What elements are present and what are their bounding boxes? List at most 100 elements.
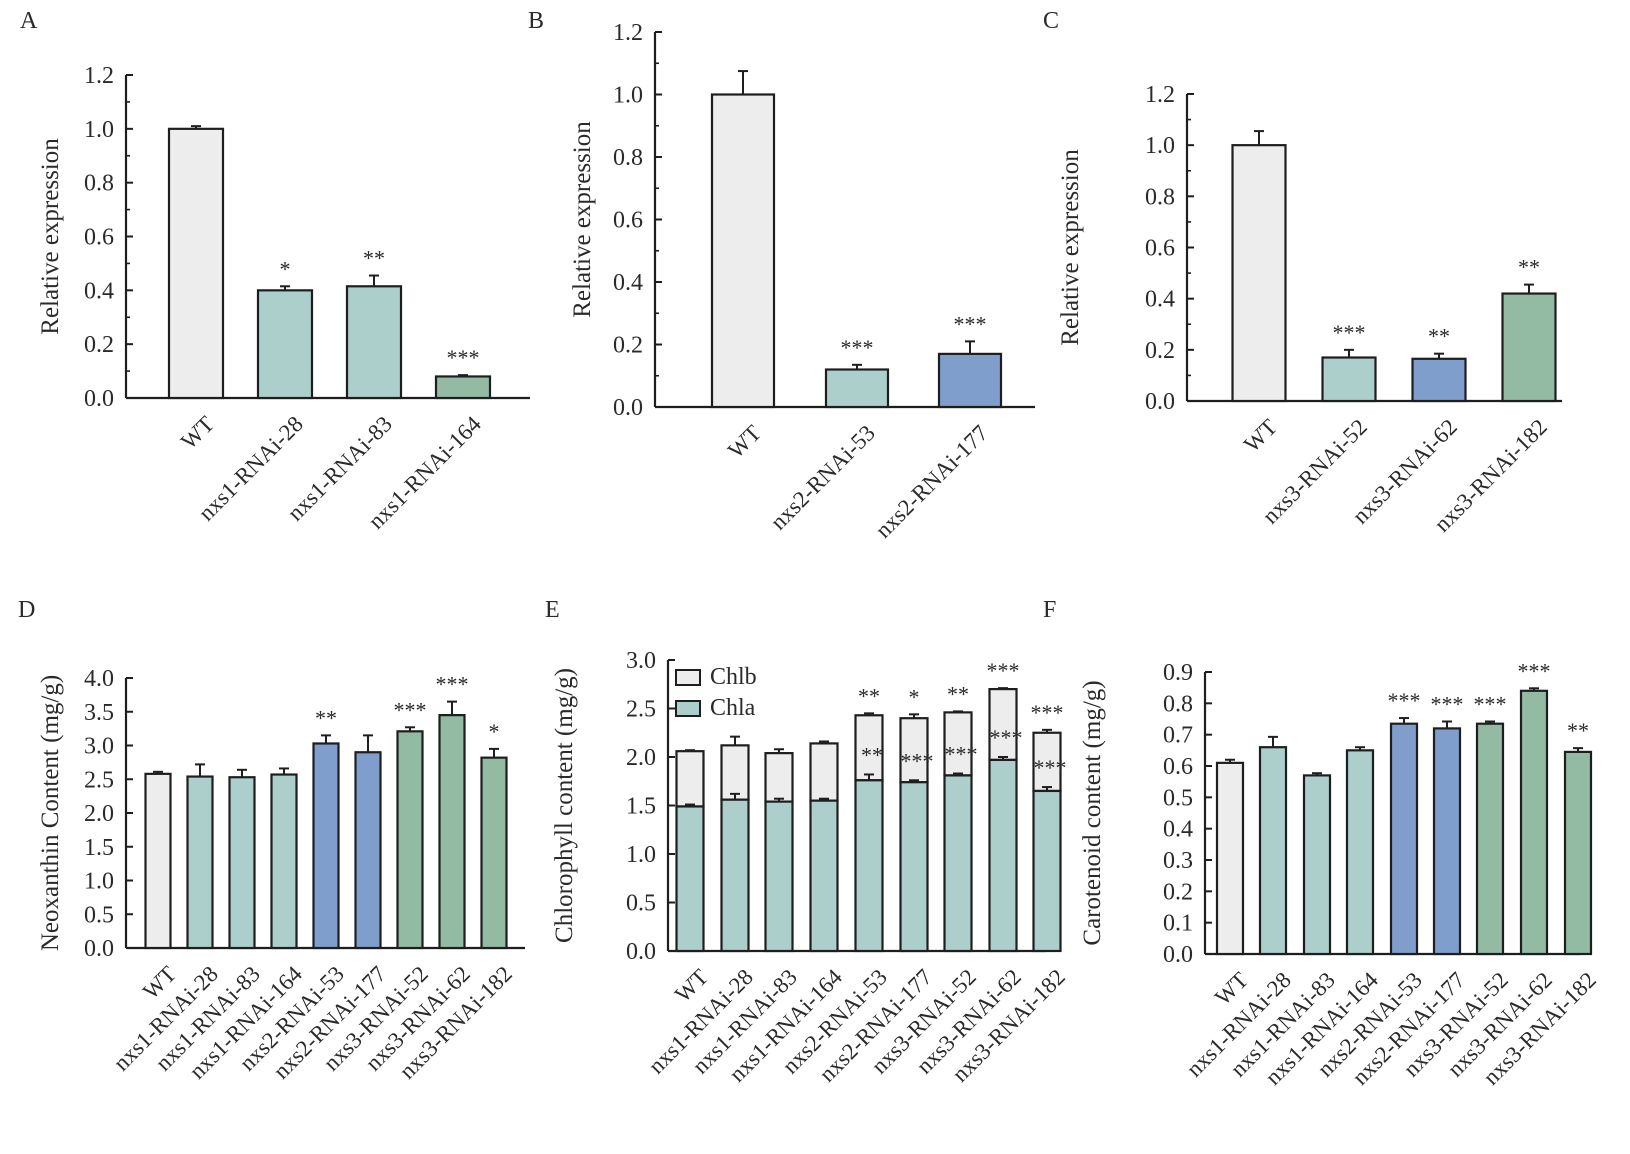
y-tick-label: 0.2 — [613, 333, 643, 359]
bar-segment-chla — [854, 779, 884, 953]
legend-item: Chlb — [675, 664, 757, 690]
y-axis-title: Relative expression — [569, 121, 596, 318]
significance-marker-total: *** — [987, 658, 1020, 683]
bar — [1345, 749, 1375, 956]
significance-marker-total: * — [909, 684, 920, 709]
y-tick-label: 1.0 — [84, 117, 114, 143]
panel-a: A 0.0 0.2 0.4 0.6 0.8 1.0 1.2 Relative expressio… — [20, 8, 530, 534]
bar — [438, 714, 466, 950]
significance-marker: *** — [1518, 658, 1551, 683]
significance-marker: *** — [1474, 692, 1507, 717]
y-tick-label: 0.4 — [84, 278, 114, 304]
bar — [1563, 750, 1593, 956]
y-tick-label: 0.4 — [1145, 287, 1175, 313]
legend-swatch — [675, 669, 701, 686]
significance-marker: * — [489, 719, 500, 744]
significance-marker: ** — [1567, 718, 1589, 743]
y-tick-label: 0.8 — [1163, 691, 1193, 717]
y-tick-label: 0.7 — [1163, 723, 1193, 749]
panel-e: E 0.0 0.5 1.0 1.5 2.0 2.5 3.0 Chlorophyll conten… — [545, 597, 1070, 1087]
x-category-label: WT — [176, 411, 219, 454]
y-tick-label: 0.5 — [1163, 785, 1193, 811]
bar — [167, 127, 225, 400]
significance-marker: ** — [363, 246, 385, 271]
bar-segment-chla — [988, 758, 1018, 953]
y-tick-label: 0.6 — [84, 225, 114, 251]
bar — [1475, 722, 1505, 956]
panel-letter: E — [545, 597, 560, 623]
y-tick-label: 0.2 — [1163, 879, 1193, 905]
y-tick-label: 2.5 — [84, 767, 114, 793]
x-category-label: WT — [723, 420, 766, 463]
panel-d: D 0.0 0.5 1.0 1.5 2.0 2.5 3.0 3.5 4.0 Neoxanthin C… — [18, 597, 525, 1084]
significance-marker-chla: *** — [1034, 755, 1067, 780]
bar — [1389, 722, 1419, 956]
y-tick-label: 0.0 — [626, 939, 656, 965]
y-tick-label: 1.5 — [84, 835, 114, 861]
bar-segment-chla — [675, 805, 705, 953]
y-tick-label: 2.0 — [84, 801, 114, 827]
y-tick-label: 0.0 — [1163, 942, 1193, 968]
bar — [824, 368, 890, 409]
bar — [144, 772, 172, 950]
bar — [1501, 292, 1557, 403]
significance-marker: ** — [1518, 255, 1540, 280]
y-tick-label: 1.2 — [1145, 82, 1175, 108]
y-tick-label: 4.0 — [84, 666, 114, 692]
bar — [345, 285, 403, 400]
bar — [480, 756, 508, 950]
bar — [228, 776, 256, 950]
y-tick-label: 0.8 — [1145, 184, 1175, 210]
significance-marker: *** — [447, 345, 480, 370]
y-tick-label: 0.6 — [1145, 236, 1175, 262]
significance-marker-total: ** — [858, 683, 880, 708]
bar — [186, 775, 214, 950]
y-tick-label: 0.8 — [84, 171, 114, 197]
y-tick-label: 1.0 — [613, 83, 643, 109]
y-tick-label: 0.0 — [1145, 389, 1175, 415]
bar — [1231, 144, 1287, 403]
bar — [270, 773, 298, 950]
significance-marker: *** — [1431, 692, 1464, 717]
y-tick-label: 1.0 — [626, 842, 656, 868]
bar — [937, 352, 1003, 409]
significance-marker: *** — [394, 697, 427, 722]
bar-segment-chlb — [899, 717, 929, 784]
bar-segment-chlb — [720, 744, 750, 801]
panel-c: C 0.0 0.2 0.4 0.6 0.8 1.0 1.2 Relative expressio… — [1043, 8, 1562, 537]
panel-letter: F — [1043, 597, 1056, 623]
panel-letter: B — [528, 8, 544, 34]
y-tick-label: 0.0 — [84, 936, 114, 962]
y-tick-label: 2.0 — [626, 745, 656, 771]
significance-marker: *** — [1333, 320, 1366, 345]
y-tick-label: 0.8 — [613, 145, 643, 171]
bar — [1411, 357, 1467, 403]
y-tick-label: 2.5 — [626, 697, 656, 723]
bar — [1258, 746, 1288, 956]
x-category-label: WT — [1239, 414, 1282, 457]
panel-b: B 0.0 0.2 0.4 0.6 0.8 1.0 1.2 Relative expressio… — [528, 8, 1035, 543]
bar-segment-chla — [1032, 789, 1062, 953]
y-tick-label: 1.0 — [84, 869, 114, 895]
bar-segment-chlb — [764, 752, 794, 803]
significance-marker-total: ** — [947, 681, 969, 706]
bar-segment-chlb — [809, 742, 839, 802]
bar — [710, 93, 776, 409]
significance-marker: *** — [954, 311, 987, 336]
y-tick-label: 0.6 — [1163, 754, 1193, 780]
bar-segment-chla — [809, 799, 839, 953]
y-tick-label: 3.0 — [84, 734, 114, 760]
y-tick-label: 1.0 — [1145, 133, 1175, 159]
y-tick-label: 0.9 — [1163, 660, 1193, 686]
bar-segment-chla — [720, 798, 750, 953]
x-category-label: nxs2-RNAi-177 — [870, 420, 992, 542]
y-tick-label: 0.4 — [613, 270, 643, 296]
y-tick-label: 0.4 — [1163, 817, 1193, 843]
y-axis-title: Neoxanthin Content (mg/g) — [37, 675, 64, 951]
bar-segment-chla — [764, 800, 794, 953]
y-tick-label: 0.0 — [613, 395, 643, 421]
y-axis-title: Relative expression — [37, 138, 64, 335]
bar — [1432, 727, 1462, 956]
significance-marker-chla: ** — [861, 742, 883, 767]
y-tick-label: 0.6 — [613, 208, 643, 234]
